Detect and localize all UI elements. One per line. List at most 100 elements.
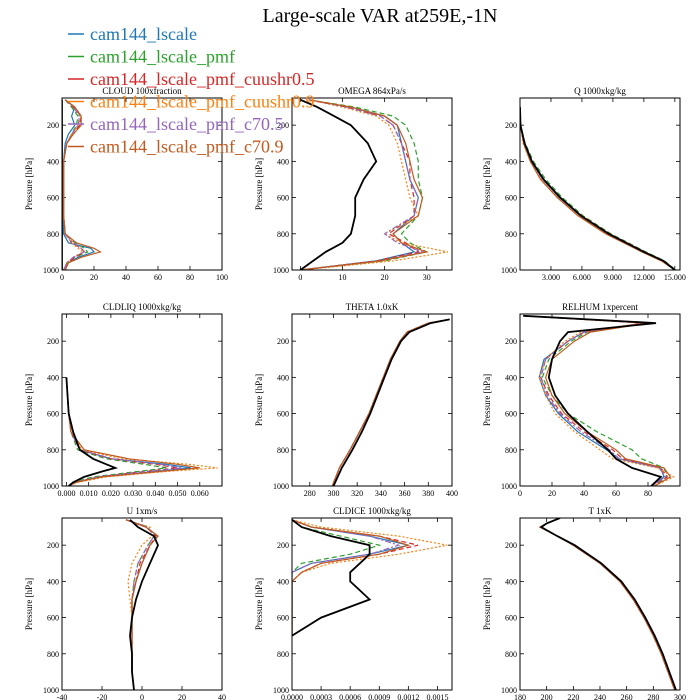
x-tick-label: 60 (154, 273, 162, 282)
x-tick-label: 240 (594, 693, 606, 700)
series-line-3 (331, 318, 450, 486)
series-line-1 (523, 315, 665, 486)
legend-item-2: cam144_lscale_pmf (68, 47, 235, 67)
y-tick-label: 800 (277, 230, 289, 239)
x-tick-label: 60 (612, 489, 620, 498)
control-line (299, 98, 378, 270)
y-tick-label: 600 (277, 410, 289, 419)
y-tick-label: 800 (505, 230, 517, 239)
y-axis-label: Pressure [hPa] (482, 578, 492, 630)
control-line (332, 318, 450, 486)
panel-title: U 1xm/s (127, 506, 158, 516)
y-axis-label: Pressure [hPa] (254, 158, 264, 210)
series-line-5 (331, 318, 450, 486)
series-line-5 (300, 99, 425, 270)
y-tick-label: 600 (277, 194, 289, 203)
legend-item-3: cam144_lscale_pmf_cuushr0.5 (68, 69, 314, 89)
y-tick-label: 800 (47, 446, 59, 455)
y-tick-label: 800 (277, 446, 289, 455)
y-axis-label: Pressure [hPa] (482, 158, 492, 210)
x-tick-label: 0.030 (124, 489, 142, 498)
series-line-5 (520, 107, 676, 270)
x-tick-label: 6.000 (573, 273, 591, 282)
x-tick-label: 20 (381, 273, 389, 282)
y-tick-label: 800 (47, 230, 59, 239)
y-tick-label: 400 (47, 157, 59, 166)
series-line-2 (331, 318, 450, 486)
x-tick-label: 40 (580, 489, 588, 498)
control-line (520, 107, 676, 270)
legend-item-6: cam144_lscale_pmf_c70.9 (68, 137, 283, 157)
control-line (539, 518, 677, 690)
legend-label: cam144_lscale_pmf_c70.9 (90, 137, 283, 157)
y-tick-label: 400 (47, 577, 59, 586)
series-line-4 (538, 518, 676, 690)
series-line-6 (523, 315, 672, 486)
x-tick-label: 320 (351, 489, 363, 498)
x-tick-label: 100 (216, 273, 228, 282)
series-line-1 (520, 107, 676, 270)
series-line-3 (520, 107, 676, 270)
series-line-2 (65, 377, 167, 486)
y-tick-label: 400 (277, 157, 289, 166)
x-tick-label: 0.040 (146, 489, 164, 498)
x-tick-label: 0.0000 (281, 693, 303, 700)
x-tick-label: 220 (567, 693, 579, 700)
legend-label: cam144_lscale_pmf (90, 47, 235, 67)
legend-label: cam144_lscale (90, 24, 197, 44)
y-tick-label: 600 (47, 194, 59, 203)
y-tick-label: 600 (505, 194, 517, 203)
x-tick-label: 260 (621, 693, 633, 700)
series-line-3 (292, 519, 419, 636)
x-tick-label: 0.0012 (397, 693, 419, 700)
y-axis-label: Pressure [hPa] (254, 578, 264, 630)
plot-frame (61, 313, 223, 487)
y-tick-label: 200 (505, 121, 517, 130)
x-tick-label: 0 (518, 489, 522, 498)
x-tick-label: 340 (375, 489, 387, 498)
y-tick-label: 200 (277, 121, 289, 130)
series-line-6 (62, 99, 102, 270)
series-line-4 (523, 315, 675, 486)
series-line-6 (331, 318, 450, 486)
x-tick-label: 40 (218, 693, 226, 700)
plot-frame (291, 313, 453, 487)
y-tick-label: 800 (505, 650, 517, 659)
series-line-2 (520, 107, 677, 270)
x-tick-label: 80 (644, 489, 652, 498)
x-tick-label: 20 (548, 489, 556, 498)
x-tick-label: 0 (60, 273, 64, 282)
panel-4: CLDLIQ 1000xkg/kg Pressure [hPa] 200 400 600… (24, 302, 223, 498)
x-tick-label: 0.000 (57, 489, 75, 498)
y-tick-label: 800 (505, 446, 517, 455)
series-line-3 (125, 519, 157, 690)
y-tick-label: 200 (277, 541, 289, 550)
y-tick-label: 400 (505, 157, 517, 166)
panel-8: CLDICE 1000xkg/kg Pressure [hPa] 200 400 600… (254, 506, 453, 700)
panel-title: CLDICE 1000xkg/kg (333, 506, 411, 516)
x-tick-label: 20 (90, 273, 98, 282)
series-line-1 (125, 519, 159, 690)
y-tick-label: 400 (277, 577, 289, 586)
plot-frame (519, 313, 681, 487)
y-tick-label: 1000 (501, 686, 517, 695)
x-tick-label: 0 (298, 273, 302, 282)
x-tick-label: 0.020 (102, 489, 120, 498)
x-tick-label: 80 (186, 273, 194, 282)
legend-item-1: cam144_lscale (68, 24, 197, 44)
x-tick-label: 360 (399, 489, 411, 498)
series-line-6 (292, 519, 411, 636)
x-tick-label: 0.0009 (368, 693, 390, 700)
y-axis-label: Pressure [hPa] (254, 374, 264, 426)
y-tick-label: 800 (277, 650, 289, 659)
x-tick-label: 280 (647, 693, 659, 700)
y-axis-label: Pressure [hPa] (24, 578, 34, 630)
series-line-5 (292, 519, 401, 636)
series-line-5 (523, 315, 667, 486)
y-tick-label: 1000 (273, 266, 289, 275)
control-line (65, 377, 119, 486)
